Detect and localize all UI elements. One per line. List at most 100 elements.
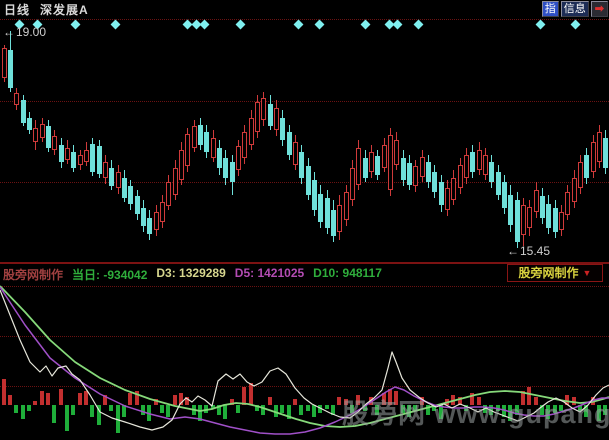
histogram-bar-down bbox=[27, 405, 31, 411]
gridline bbox=[0, 286, 609, 287]
indicator-field: D5: 1421025 bbox=[234, 266, 305, 280]
histogram-bar-up bbox=[33, 401, 37, 405]
candle-body bbox=[166, 182, 171, 206]
histogram-bar-up bbox=[185, 397, 189, 405]
histogram-bar-down bbox=[325, 405, 329, 409]
candle-body bbox=[204, 132, 209, 152]
candle-body bbox=[597, 132, 602, 162]
stock-name: 深发展A bbox=[40, 3, 89, 17]
histogram-bar-down bbox=[14, 405, 18, 413]
arrow-left-icon: ← bbox=[3, 25, 15, 39]
signal-diamond-icon bbox=[413, 19, 424, 30]
histogram-bar-down bbox=[122, 405, 126, 417]
candle-body bbox=[527, 207, 532, 228]
histogram-bar-down bbox=[192, 405, 196, 415]
indicator-button[interactable]: 指 bbox=[541, 1, 559, 17]
candle-body bbox=[337, 205, 342, 232]
candle-body bbox=[299, 152, 304, 178]
candle-body bbox=[65, 148, 70, 160]
histogram-bar-up bbox=[78, 393, 82, 405]
candle-body bbox=[382, 145, 387, 168]
candle-body bbox=[502, 182, 507, 208]
gridline bbox=[0, 182, 609, 183]
candle-body bbox=[603, 138, 608, 168]
histogram-bar-up bbox=[8, 395, 12, 405]
maker-box-label: 股旁网制作 bbox=[518, 266, 579, 280]
histogram-bar-down bbox=[204, 405, 208, 413]
candle-body bbox=[489, 162, 494, 182]
histogram-bar-down bbox=[147, 405, 151, 421]
histogram-bar-up bbox=[128, 393, 132, 405]
candle-body bbox=[255, 102, 260, 132]
histogram-bar-up bbox=[242, 387, 246, 405]
candle-body bbox=[458, 165, 463, 188]
candle-body bbox=[369, 152, 374, 172]
arrow-left-icon: ← bbox=[507, 244, 519, 258]
candle-body bbox=[274, 108, 279, 130]
candle-body bbox=[97, 146, 102, 174]
candle-body bbox=[312, 180, 317, 210]
candle-body bbox=[388, 135, 393, 190]
histogram-bar-down bbox=[318, 405, 322, 413]
histogram-bar-down bbox=[116, 405, 120, 433]
candle-body bbox=[572, 178, 577, 202]
candle-body bbox=[559, 212, 564, 230]
signal-diamond-icon bbox=[535, 19, 546, 30]
histogram-bar-down bbox=[287, 405, 291, 419]
histogram-bar-up bbox=[84, 391, 88, 405]
candle-body bbox=[185, 134, 190, 166]
signal-diamond-icon bbox=[293, 19, 304, 30]
histogram-bar-down bbox=[280, 405, 284, 413]
candle-body bbox=[236, 146, 241, 170]
candle-body bbox=[432, 172, 437, 192]
candle-body bbox=[122, 178, 127, 198]
histogram-bar-down bbox=[217, 405, 221, 415]
candle-body bbox=[135, 196, 140, 214]
candle-body bbox=[223, 158, 228, 178]
candle-body bbox=[128, 186, 133, 204]
candle-body bbox=[78, 155, 83, 165]
histogram-bar-down bbox=[166, 405, 170, 417]
candle-body bbox=[534, 190, 539, 212]
histogram-bar-down bbox=[160, 405, 164, 413]
info-button[interactable]: 信息 bbox=[560, 1, 589, 17]
maker-box[interactable]: 股旁网制作 ▼ bbox=[507, 264, 603, 282]
candle-body bbox=[445, 188, 450, 210]
histogram-bar-up bbox=[173, 395, 177, 405]
histogram-bar-up bbox=[230, 399, 234, 405]
histogram-bar-up bbox=[135, 391, 139, 405]
candle-body bbox=[375, 156, 380, 175]
candle-body bbox=[84, 150, 89, 162]
histogram-bar-down bbox=[312, 405, 316, 417]
signal-diamond-icon bbox=[314, 19, 325, 30]
candle-body bbox=[578, 162, 583, 188]
candle-body bbox=[230, 162, 235, 182]
histogram-bar-down bbox=[65, 405, 69, 431]
signal-diamond-icon bbox=[199, 19, 210, 30]
histogram-bar-down bbox=[211, 405, 215, 409]
candle-body bbox=[116, 172, 121, 188]
indicator-maker-label: 股旁网制作 bbox=[3, 268, 64, 282]
candle-body bbox=[242, 132, 247, 158]
candle-body bbox=[401, 158, 406, 180]
gridline bbox=[0, 336, 609, 337]
indicator-field: D10: 948117 bbox=[313, 266, 382, 280]
candle-body bbox=[198, 125, 203, 145]
histogram-bar-up bbox=[2, 379, 6, 405]
candle-body bbox=[508, 195, 513, 225]
histogram-bar-down bbox=[331, 405, 335, 415]
candle-body bbox=[584, 155, 589, 178]
exit-arrow-icon[interactable]: ➡ bbox=[590, 1, 608, 17]
histogram-bar-up bbox=[40, 391, 44, 405]
candle-body bbox=[40, 124, 45, 138]
candle-body bbox=[249, 118, 254, 145]
period-label: 日线 bbox=[4, 3, 31, 17]
panel-divider bbox=[0, 262, 609, 264]
candle-body bbox=[21, 100, 26, 123]
histogram-bar-down bbox=[255, 405, 259, 411]
candle-body bbox=[521, 205, 526, 235]
candle-body bbox=[261, 98, 266, 120]
candle-body bbox=[356, 148, 361, 185]
histogram-bar-down bbox=[97, 405, 101, 425]
